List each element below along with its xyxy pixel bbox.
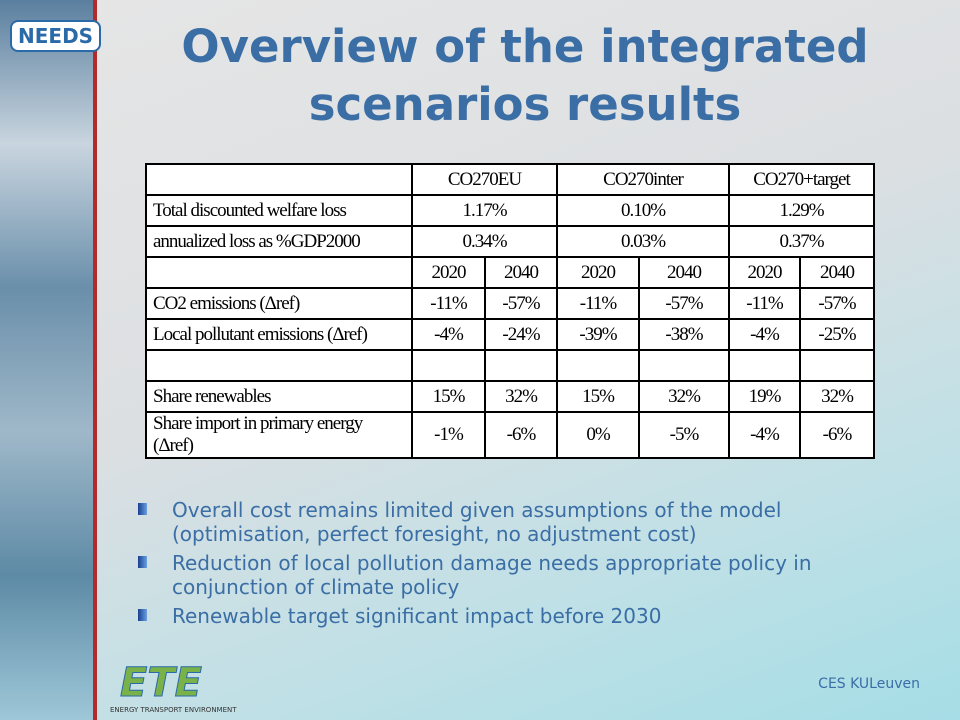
table-row: annualized loss as %GDP2000 0.34% 0.03% 0.3…: [145, 225, 875, 258]
cell: [145, 349, 413, 382]
cell-value: -11%: [728, 287, 801, 320]
cell-value: 15%: [411, 380, 486, 413]
table-row: Share renewables 15% 32% 15% 32% 19% 32%: [145, 380, 875, 413]
table-row: Total discounted welfare loss 1.17% 0.10% 1…: [145, 194, 875, 227]
cell-value: 15%: [556, 380, 640, 413]
row-label: Share renewables: [145, 380, 413, 413]
bullet: Overall cost remains limited given assum…: [136, 498, 926, 546]
side-image: [0, 0, 93, 720]
cell-value: -25%: [799, 318, 875, 351]
footer-logo: ETE Energy Transport Environment: [110, 660, 237, 715]
cell: [145, 163, 413, 196]
cell-value: -4%: [728, 411, 801, 459]
cell-value: -24%: [484, 318, 558, 351]
year-header: 2040: [638, 256, 730, 289]
cell-value: 0.37%: [728, 225, 875, 258]
cell-value: -1%: [411, 411, 486, 459]
footer: CES KULeuven: [818, 676, 920, 692]
divider: [93, 0, 97, 720]
table-row: CO270EU CO270inter CO270+target: [145, 163, 875, 196]
cell-value: 0.10%: [556, 194, 730, 227]
cell-value: 1.29%: [728, 194, 875, 227]
cell-value: -57%: [638, 287, 730, 320]
row-label: Local pollutant emissions (Δref): [145, 318, 413, 351]
logo-mark: ETE: [120, 660, 203, 707]
results-table: CO270EU CO270inter CO270+target Total disco…: [145, 163, 875, 459]
cell-value: -11%: [411, 287, 486, 320]
scenario-header: CO270+target: [728, 163, 875, 196]
cell: [484, 349, 558, 382]
title: Overview of the integrated scenarios res…: [181, 20, 869, 131]
cell-value: -6%: [484, 411, 558, 459]
cell-value: 0.34%: [411, 225, 558, 258]
cell: [411, 349, 486, 382]
year-header: 2020: [411, 256, 486, 289]
row-label: annualized loss as %GDP2000: [145, 225, 413, 258]
cell-value: -57%: [799, 287, 875, 320]
year-header: 2040: [484, 256, 558, 289]
bullet: Reduction of local pollution damage need…: [136, 551, 926, 599]
logo-tagline: Energy Transport Environment: [110, 706, 237, 714]
cell-value: -5%: [638, 411, 730, 459]
bullet-list: Overall cost remains limited given assum…: [136, 498, 926, 633]
cell-value: -4%: [728, 318, 801, 351]
year-header: 2040: [799, 256, 875, 289]
cell-value: -11%: [556, 287, 640, 320]
logo: NEEDS: [10, 20, 102, 52]
cell: [556, 349, 640, 382]
cell-value: 32%: [638, 380, 730, 413]
cell-value: 32%: [484, 380, 558, 413]
cell-value: -38%: [638, 318, 730, 351]
cell-value: -57%: [484, 287, 558, 320]
cell-value: 32%: [799, 380, 875, 413]
table-row: CO2 emissions (Δref) -11% -57% -11% -57% -11%…: [145, 287, 875, 320]
row-label: CO2 emissions (Δref): [145, 287, 413, 320]
cell-value: -4%: [411, 318, 486, 351]
row-label: Share import in primary energy (Δref): [145, 411, 413, 459]
table-row: Local pollutant emissions (Δref) -4% -24% -…: [145, 318, 875, 351]
year-header: 2020: [556, 256, 640, 289]
cell-value: 0.03%: [556, 225, 730, 258]
cell-value: 1.17%: [411, 194, 558, 227]
cell: [799, 349, 875, 382]
row-label: Total discounted welfare loss: [145, 194, 413, 227]
year-header: 2020: [728, 256, 801, 289]
cell-value: 19%: [728, 380, 801, 413]
table-row: [145, 349, 875, 382]
bullet: Renewable target significant impact befo…: [136, 604, 926, 628]
scenario-header: CO270inter: [556, 163, 730, 196]
cell-value: -6%: [799, 411, 875, 459]
scenario-header: CO270EU: [411, 163, 558, 196]
table-row: 2020 2040 2020 2040 2020 2040: [145, 256, 875, 289]
cell-value: 0%: [556, 411, 640, 459]
cell: [145, 256, 413, 289]
table-row: Share import in primary energy (Δref) -1%…: [145, 411, 875, 459]
cell: [638, 349, 730, 382]
cell: [728, 349, 801, 382]
cell-value: -39%: [556, 318, 640, 351]
